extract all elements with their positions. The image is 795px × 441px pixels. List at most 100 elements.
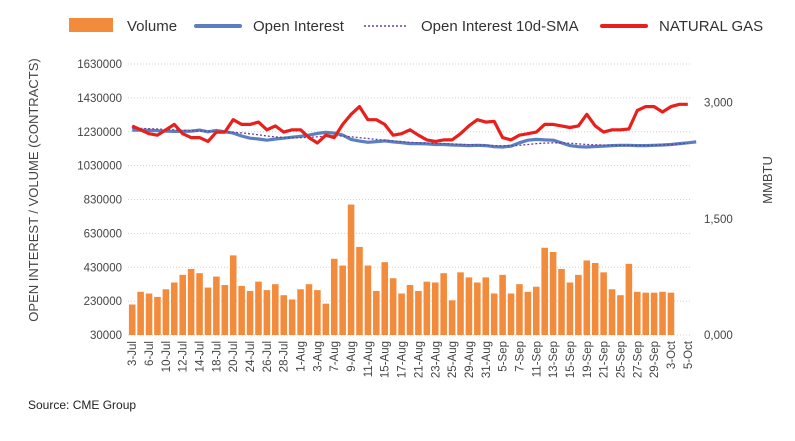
volume-bar <box>482 277 490 335</box>
volume-bar <box>516 284 523 335</box>
x-tick-label: 1-Aug <box>296 341 308 372</box>
x-tick-label: 21-Sep <box>599 341 611 378</box>
x-tick-label: 26-Jul <box>262 341 274 372</box>
x-tick-label: 17-Aug <box>397 341 409 378</box>
x-tick-label: 25-Aug <box>447 341 459 378</box>
x-tick-label: 13-Sep <box>548 341 560 378</box>
volume-bar <box>558 268 565 335</box>
natural-gas-line <box>131 102 688 145</box>
volume-bar <box>179 274 186 335</box>
x-tick-label: 29-Aug <box>464 341 476 378</box>
volume-bar <box>263 290 271 335</box>
volume-bar <box>431 282 439 335</box>
volume-bar <box>398 293 405 335</box>
volume-bar <box>423 281 431 335</box>
volume-bar <box>229 255 237 335</box>
x-tick-label: 28-Jul <box>279 341 291 372</box>
volume-bar <box>591 263 599 335</box>
x-tick-label: 7-Aug <box>329 341 341 372</box>
volume-bar <box>457 272 464 335</box>
x-tick-label: 3-Aug <box>312 341 324 372</box>
volume-bar <box>339 265 346 335</box>
y-axis-left-title: OPEN INTEREST / VOLUME (CONTRACTS) <box>26 58 41 321</box>
x-tick-label: 7-Sep <box>514 341 526 372</box>
x-tick-label: 15-Aug <box>380 341 392 378</box>
x-tick-label: 14-Jul <box>195 341 207 372</box>
y-left-tick-label: 1630000 <box>77 59 122 71</box>
legend: Volume Open Interest Open Interest 10d-S… <box>69 18 763 35</box>
volume-bar <box>524 291 532 335</box>
x-tick-label: 21-Aug <box>413 341 425 378</box>
volume-bar <box>272 284 279 335</box>
volume-bar <box>137 291 144 335</box>
volume-bar <box>213 276 220 335</box>
x-tick-label: 27-Sep <box>632 341 644 378</box>
source-note: Source: CME Group <box>28 398 136 412</box>
y-axis-right-title: MMBTU <box>760 156 775 204</box>
y-left-tick-label: 1230000 <box>77 127 122 139</box>
volume-bar <box>642 292 649 335</box>
x-tick-label: 3-Oct <box>666 340 678 369</box>
volume-bar <box>490 293 498 335</box>
x-tick-label: 12-Jul <box>178 341 190 372</box>
y-left-tick-label: 630000 <box>84 228 122 240</box>
volume-bar <box>406 285 414 335</box>
volume-bar <box>162 289 170 335</box>
x-tick-label: 19-Sep <box>582 341 594 378</box>
series-lines <box>131 102 697 149</box>
volume-bar <box>288 299 296 335</box>
volume-bar <box>575 274 582 335</box>
volume-bar <box>507 293 515 335</box>
volume-bar <box>389 278 397 335</box>
volume-bar <box>608 289 616 335</box>
volume-bar <box>154 296 161 335</box>
x-tick-label: 5-Oct <box>683 340 695 369</box>
x-tick-label: 29-Sep <box>649 341 661 378</box>
volume-bar <box>356 246 363 335</box>
y-left-tick-label: 1030000 <box>77 161 122 173</box>
x-tick-label: 11-Sep <box>531 341 543 377</box>
volume-bar <box>541 247 548 335</box>
volume-bar <box>305 284 313 335</box>
volume-bar <box>474 282 481 335</box>
x-tick-label: 24-Jul <box>245 341 257 372</box>
volume-bar <box>499 274 506 335</box>
volume-bar <box>128 304 136 335</box>
y-left-tick-label: 230000 <box>84 296 122 308</box>
volume-bar <box>280 295 288 335</box>
volume-bar <box>465 277 473 335</box>
volume-bar <box>617 295 624 335</box>
volume-bar <box>650 292 658 335</box>
x-tick-label: 31-Aug <box>481 341 493 378</box>
y-axis-left-ticks: 1630000 1430000 1230000 1030000 830000 630000… <box>77 59 122 342</box>
x-tick-label: 20-Jul <box>228 341 240 372</box>
x-tick-label: 9-Aug <box>346 341 358 372</box>
y-left-tick-label: 830000 <box>84 195 122 207</box>
volume-bar <box>364 265 372 335</box>
volume-bar <box>448 300 456 335</box>
volume-bar <box>549 252 557 335</box>
volume-bar <box>659 291 666 335</box>
volume-bar <box>330 258 338 335</box>
y-left-tick-label: 30000 <box>90 330 122 342</box>
x-tick-label: 11-Aug <box>363 341 375 377</box>
y-left-tick-label: 1430000 <box>77 93 122 105</box>
legend-volume-label: Volume <box>127 18 177 35</box>
volume-bar <box>583 260 591 335</box>
y-axis-right-ticks: 3,000 1,500 0,000 <box>704 98 733 342</box>
volume-bar <box>204 287 212 335</box>
legend-open-interest-label: Open Interest <box>253 18 345 35</box>
y-right-tick-label: 3,000 <box>704 98 733 110</box>
x-tick-label: 10-Jul <box>161 341 173 372</box>
volume-bar <box>187 268 195 335</box>
volume-bar <box>381 262 389 335</box>
y-left-tick-label: 430000 <box>84 262 122 274</box>
volume-bar <box>314 290 321 335</box>
volume-bars <box>128 204 675 335</box>
volume-bar <box>440 273 447 335</box>
volume-bar <box>415 290 422 335</box>
y-right-tick-label: 0,000 <box>704 330 733 342</box>
volume-bar <box>322 303 330 335</box>
volume-bar <box>246 290 254 335</box>
volume-bar <box>297 289 304 335</box>
